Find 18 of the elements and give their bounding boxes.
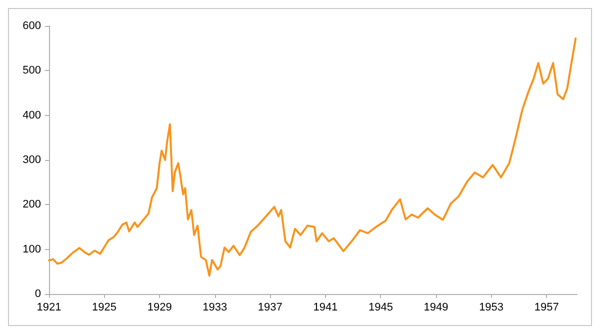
x-tick-label: 1925: [92, 302, 117, 314]
y-tick-label: 600: [22, 20, 41, 32]
x-tick-label: 1953: [479, 302, 504, 314]
y-tick-label: 200: [22, 198, 41, 211]
x-tick-label: 1921: [36, 302, 62, 314]
line-series: [48, 38, 577, 277]
x-tick-label: 1949: [424, 302, 448, 314]
y-tick-label: 300: [22, 154, 41, 166]
y-tick-label: 0: [34, 288, 41, 300]
x-tick-label: 1929: [147, 302, 172, 314]
y-tick-label: 100: [22, 243, 41, 256]
x-tick-label: 1945: [368, 302, 393, 314]
x-tick-label: 1933: [202, 302, 228, 314]
x-tick-label: 1941: [313, 302, 338, 314]
x-tick-label: 1937: [258, 302, 282, 314]
x-tick-label: 1957: [534, 302, 559, 314]
y-tick-label: 400: [22, 109, 41, 122]
y-tick-label: 500: [22, 64, 41, 77]
